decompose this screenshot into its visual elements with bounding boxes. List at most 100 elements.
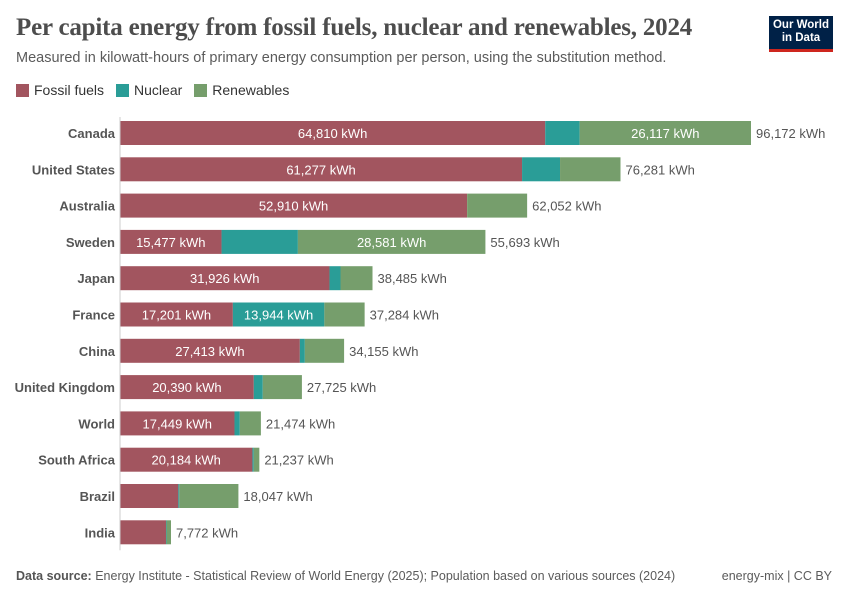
legend-swatch	[194, 83, 208, 97]
bar-row[interactable]: South Africa 20,184 kWh 21,237 kWh	[38, 447, 334, 472]
bar-segment-nuclear[interactable]	[299, 338, 305, 363]
total-value-label: 21,237 kWh	[264, 453, 333, 468]
segment-value-label: 31,926 kWh	[190, 271, 259, 286]
bar-segment-nuclear[interactable]	[522, 157, 561, 182]
source-label: Data source:	[16, 569, 92, 583]
bar-row[interactable]: United States 61,277 kWh 76,281 kWh	[32, 157, 695, 182]
segment-value-label: 27,413 kWh	[175, 344, 244, 359]
bar-segment-fossil-fuels[interactable]	[120, 193, 468, 218]
segment-value-label: 13,944 kWh	[244, 308, 313, 323]
category-label: Sweden	[66, 235, 115, 250]
bar-segment-renewables[interactable]	[297, 229, 486, 254]
bar-segment-fossil-fuels[interactable]	[120, 484, 179, 508]
category-label: United States	[32, 162, 115, 177]
bar-segment-fossil-fuels[interactable]	[120, 229, 222, 254]
legend-label: Fossil fuels	[34, 82, 105, 98]
bar-segment-nuclear[interactable]	[234, 411, 240, 436]
bar-segment-renewables[interactable]	[324, 302, 365, 327]
bar-segment-nuclear[interactable]	[253, 375, 263, 400]
category-label: South Africa	[38, 453, 116, 468]
segment-value-label: 15,477 kWh	[136, 235, 205, 250]
bar-segment-fossil-fuels[interactable]	[120, 157, 523, 182]
bar-segment-fossil-fuels[interactable]	[120, 338, 300, 363]
bar-segment-fossil-fuels[interactable]	[120, 375, 254, 400]
legend-label: Nuclear	[134, 82, 183, 98]
bar-segment-fossil-fuels[interactable]	[120, 520, 166, 545]
total-value-label: 55,693 kWh	[490, 235, 559, 250]
bar-row[interactable]: India 7,772 kWh	[85, 520, 238, 545]
legend-item-fossil[interactable]: Fossil fuels	[16, 82, 104, 98]
bar-segment-nuclear[interactable]	[545, 121, 580, 145]
legend: Fossil fuels Nuclear Renewables	[16, 82, 289, 98]
category-label: Japan	[77, 271, 115, 286]
legend-swatch	[16, 83, 29, 97]
bar-segment-fossil-fuels[interactable]	[120, 121, 546, 145]
bar-segment-renewables[interactable]	[253, 447, 260, 472]
bar-segment-renewables[interactable]	[262, 375, 302, 400]
bar-row[interactable]: Japan 31,926 kWh 38,485 kWh	[77, 266, 447, 291]
bar-segment-renewables[interactable]	[579, 121, 751, 145]
bar-segment-nuclear[interactable]	[252, 447, 254, 472]
bar-segment-fossil-fuels[interactable]	[120, 411, 235, 436]
category-label: France	[72, 308, 115, 323]
bar-row[interactable]: Canada 64,810 kWh 26,117 kWh 96,172 kWh	[68, 121, 825, 145]
bar-segment-fossil-fuels[interactable]	[120, 302, 233, 327]
chart-title: Per capita energy from fossil fuels, nuc…	[16, 14, 693, 41]
segment-value-label: 52,910 kWh	[259, 199, 328, 214]
bar-row[interactable]: China 27,413 kWh 34,155 kWh	[79, 338, 419, 363]
total-value-label: 21,474 kWh	[266, 416, 335, 431]
bar-segment-nuclear[interactable]	[329, 266, 341, 291]
category-label: Australia	[59, 199, 115, 214]
legend-item-renewables[interactable]: Renewables	[194, 82, 289, 98]
category-label: Canada	[68, 126, 116, 141]
bar-segment-renewables[interactable]	[179, 484, 239, 508]
bar-segment-renewables[interactable]	[166, 520, 171, 545]
total-value-label: 38,485 kWh	[378, 271, 447, 286]
bar-segment-renewables[interactable]	[467, 193, 528, 218]
bar-segment-renewables[interactable]	[304, 338, 345, 363]
bar-row[interactable]: United Kingdom 20,390 kWh 27,725 kWh	[15, 375, 377, 400]
segment-value-label: 64,810 kWh	[298, 126, 367, 141]
segment-value-label: 61,277 kWh	[286, 162, 355, 177]
source-text[interactable]: Energy Institute - Statistical Review of…	[95, 569, 676, 583]
bar-row[interactable]: France 17,201 kWh 13,944 kWh 37,284 kWh	[72, 302, 439, 327]
legend-label: Renewables	[212, 82, 290, 98]
total-value-label: 34,155 kWh	[349, 344, 418, 359]
category-label: Brazil	[80, 489, 115, 504]
category-label: China	[79, 344, 116, 359]
legend-swatch	[116, 83, 130, 97]
bar-segment-renewables[interactable]	[239, 411, 261, 436]
bar-segment-nuclear[interactable]	[232, 302, 325, 327]
segment-value-label: 28,581 kWh	[357, 235, 426, 250]
bar-row[interactable]: Sweden 15,477 kWh 28,581 kWh 55,693 kWh	[66, 229, 560, 254]
total-value-label: 96,172 kWh	[756, 126, 825, 141]
bar-segment-nuclear[interactable]	[178, 484, 180, 508]
bar-segment-renewables[interactable]	[560, 157, 621, 182]
bar-segment-renewables[interactable]	[340, 266, 373, 291]
bar-row[interactable]: Australia 52,910 kWh 62,052 kWh	[59, 193, 602, 218]
bar-segment-fossil-fuels[interactable]	[120, 266, 330, 291]
bar-segment-fossil-fuels[interactable]	[120, 447, 253, 472]
data-source: Data source: Energy Institute - Statisti…	[16, 569, 675, 583]
owid-logo[interactable]: Our World in Data	[769, 16, 833, 52]
total-value-label: 37,284 kWh	[370, 308, 439, 323]
category-label: World	[78, 416, 115, 431]
legend-item-nuclear[interactable]: Nuclear	[116, 82, 182, 98]
bar-segment-nuclear[interactable]	[221, 229, 298, 254]
total-value-label: 27,725 kWh	[307, 380, 376, 395]
total-value-label: 18,047 kWh	[243, 489, 312, 504]
segment-value-label: 17,449 kWh	[143, 416, 212, 431]
segment-value-label: 20,184 kWh	[152, 453, 221, 468]
bar-row[interactable]: World 17,449 kWh 21,474 kWh	[78, 411, 335, 436]
license[interactable]: energy-mix | CC BY	[721, 569, 832, 583]
bar-segment-nuclear[interactable]	[165, 520, 167, 545]
category-label: United Kingdom	[15, 380, 115, 395]
segment-value-label: 17,201 kWh	[142, 308, 211, 323]
total-value-label: 62,052 kWh	[532, 199, 601, 214]
category-label: India	[85, 525, 116, 540]
bar-row[interactable]: Brazil 18,047 kWh	[80, 484, 313, 508]
total-value-label: 76,281 kWh	[625, 162, 694, 177]
segment-value-label: 20,390 kWh	[152, 380, 221, 395]
